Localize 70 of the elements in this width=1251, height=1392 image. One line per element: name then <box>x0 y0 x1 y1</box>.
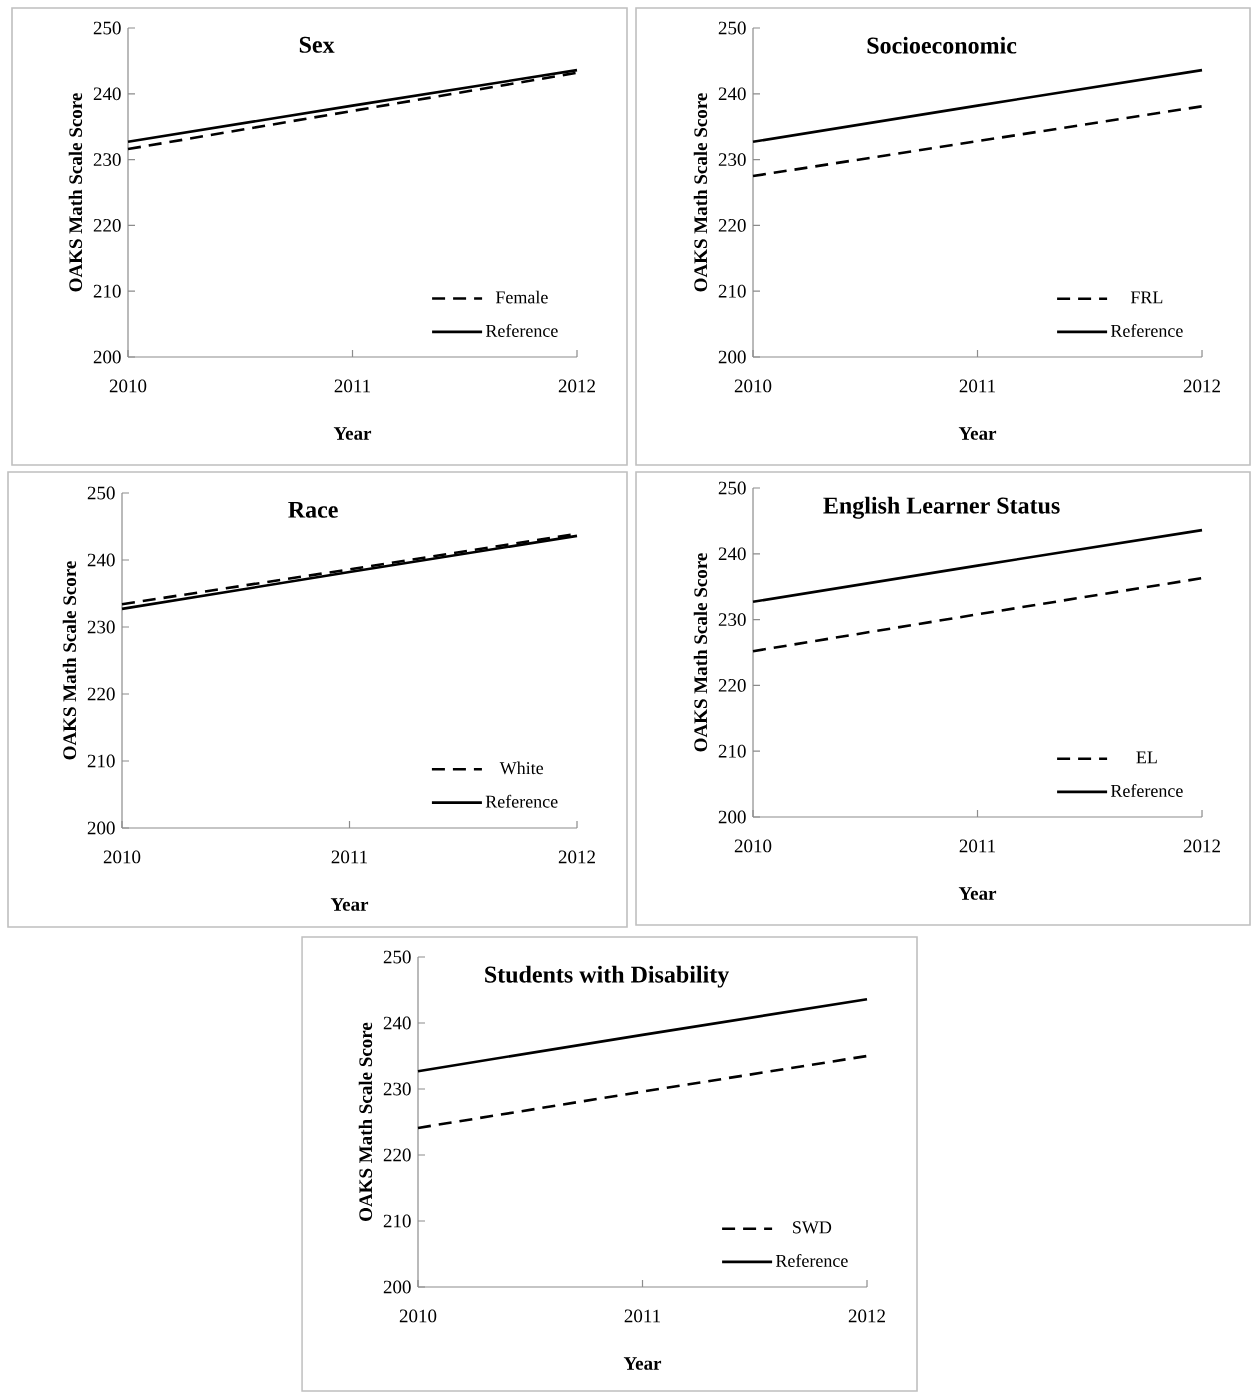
legend-label: Reference <box>1110 324 1183 337</box>
y-tick-label: 230 <box>718 153 746 166</box>
y-tick-label: 220 <box>93 218 121 232</box>
x-axis-title: Year <box>958 887 997 900</box>
legend-label: EL <box>1136 751 1157 764</box>
y-tick-label: 220 <box>718 678 746 692</box>
y-tick-label: 250 <box>93 21 121 35</box>
legend-label: FRL <box>1130 291 1163 304</box>
legend-label: White <box>499 761 544 775</box>
y-tick-label: 250 <box>383 950 411 964</box>
chart-title: English Learner Status <box>823 496 1060 519</box>
y-axis-title: OAKS Math Scale Score <box>358 1022 373 1221</box>
legend-label: Reference <box>485 794 558 808</box>
y-tick-label: 240 <box>93 87 121 101</box>
chart-title: Race <box>288 501 338 518</box>
y-axis-title: OAKS Math Scale Score <box>693 93 708 292</box>
y-tick-label: 230 <box>87 620 115 634</box>
x-tick-label: 2010 <box>734 379 772 393</box>
chart-title: Sex <box>299 36 335 53</box>
legend-label: SWD <box>793 1221 832 1234</box>
x-tick-label: 2012 <box>558 379 595 393</box>
y-tick-label: 220 <box>383 1148 411 1162</box>
y-tick-label: 220 <box>87 687 115 701</box>
legend-label: Reference <box>1110 784 1183 797</box>
y-tick-label: 240 <box>383 1016 411 1030</box>
y-tick-label: 230 <box>718 613 746 627</box>
x-tick-label: 2010 <box>109 379 147 393</box>
y-tick-label: 200 <box>718 350 746 364</box>
y-tick-label: 200 <box>93 350 121 364</box>
x-tick-label: 2012 <box>558 850 595 864</box>
y-tick-label: 220 <box>718 218 746 232</box>
x-tick-label: 2010 <box>399 1309 437 1323</box>
x-tick-label: 2011 <box>624 1309 661 1323</box>
y-tick-label: 210 <box>93 284 121 298</box>
x-tick-label: 2012 <box>1183 379 1220 393</box>
x-axis-title: Year <box>330 898 369 911</box>
x-tick-label: 2012 <box>1183 839 1220 853</box>
y-tick-label: 240 <box>718 87 746 101</box>
y-tick-label: 210 <box>718 744 746 758</box>
y-tick-label: 210 <box>383 1214 411 1228</box>
x-tick-label: 2011 <box>331 850 368 864</box>
x-tick-label: 2012 <box>848 1309 885 1323</box>
y-tick-label: 240 <box>718 547 746 561</box>
y-tick-label: 250 <box>87 486 115 500</box>
y-tick-label: 240 <box>87 553 115 567</box>
y-axis-title: OAKS Math Scale Score <box>68 93 83 292</box>
x-tick-label: 2011 <box>959 379 996 393</box>
legend-label: Reference <box>485 324 558 337</box>
y-tick-label: 230 <box>383 1082 411 1096</box>
chart-title: Students with Disability <box>485 965 730 988</box>
x-tick-label: 2010 <box>734 839 772 853</box>
y-tick-label: 200 <box>383 1280 411 1294</box>
y-tick-label: 230 <box>93 153 121 166</box>
y-axis-title: OAKS Math Scale Score <box>62 561 77 760</box>
y-axis-title: OAKS Math Scale Score <box>693 553 708 752</box>
y-tick-label: 210 <box>87 754 115 768</box>
x-axis-title: Year <box>623 1357 662 1370</box>
y-tick-label: 250 <box>718 21 746 35</box>
y-tick-label: 210 <box>718 284 746 298</box>
y-tick-label: 200 <box>87 821 115 835</box>
x-axis-title: Year <box>333 427 372 440</box>
y-tick-label: 250 <box>718 481 746 495</box>
chart-title: Socioeconomic <box>867 36 1017 54</box>
x-tick-label: 2011 <box>334 379 371 393</box>
x-tick-label: 2011 <box>959 839 996 853</box>
x-tick-label: 2010 <box>103 850 141 864</box>
legend-label: Female <box>495 290 548 304</box>
x-axis-title: Year <box>958 427 997 440</box>
legend-label: Reference <box>775 1254 848 1267</box>
y-tick-label: 200 <box>718 810 746 824</box>
